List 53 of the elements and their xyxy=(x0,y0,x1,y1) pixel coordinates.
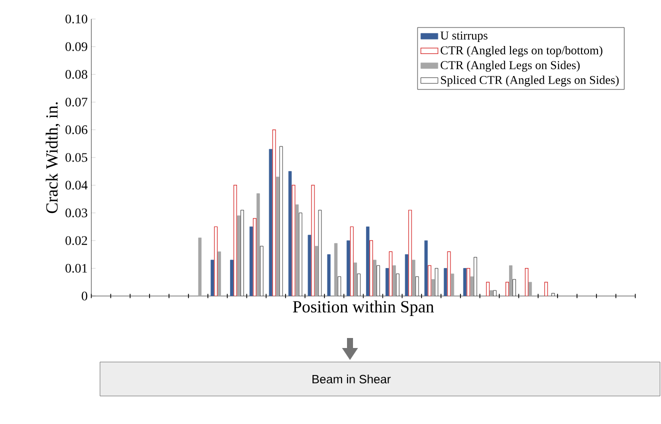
bar xyxy=(408,210,412,296)
bar xyxy=(524,268,528,296)
bar xyxy=(466,268,470,296)
y-tick-label: 0.09 xyxy=(66,42,88,52)
bar xyxy=(334,243,338,296)
bar xyxy=(370,240,374,296)
bar xyxy=(431,279,435,296)
bar xyxy=(506,282,510,296)
y-tick-label: 0.08 xyxy=(66,70,88,79)
y-tick-label: 0.07 xyxy=(66,98,88,107)
bar xyxy=(276,176,280,296)
bar xyxy=(373,260,376,296)
bar xyxy=(486,282,490,296)
bar xyxy=(392,265,396,296)
bar xyxy=(412,260,416,296)
text: Beam in Shear xyxy=(312,374,391,384)
bar xyxy=(528,282,532,296)
legend-label: CTR (Angled Legs on Sides) xyxy=(440,60,580,72)
legend-label: CTR (Angled legs on top/bottom) xyxy=(440,46,602,57)
y-tick-label: 0.01 xyxy=(66,264,87,273)
bar xyxy=(218,251,221,296)
y-tick-label: 0.06 xyxy=(66,125,88,134)
bar xyxy=(233,184,238,296)
bar xyxy=(470,276,474,296)
bar xyxy=(237,215,240,296)
bar xyxy=(350,226,354,296)
bar xyxy=(256,193,260,296)
bar xyxy=(509,265,512,296)
y-tick-label: 0.03 xyxy=(66,208,88,218)
bar xyxy=(292,184,296,296)
bar xyxy=(354,262,357,296)
y-tick-label: 0.10 xyxy=(66,14,88,24)
legend-label: Spliced CTR (Angled Legs on Sides) xyxy=(441,76,619,87)
bar xyxy=(311,184,315,296)
bar xyxy=(295,204,299,296)
bar xyxy=(314,246,318,296)
y-tick-label: 0.02 xyxy=(66,236,88,246)
y-axis-title: Crack Width, in. xyxy=(46,102,60,214)
legend-label: U stirrups xyxy=(440,32,488,42)
bar xyxy=(447,251,451,296)
bar xyxy=(490,290,493,296)
y-tick-label: 0.05 xyxy=(66,153,88,162)
bar xyxy=(544,282,548,296)
bar xyxy=(428,265,432,296)
bar xyxy=(450,274,454,296)
bar xyxy=(388,251,392,296)
y-tick-label: 0 xyxy=(82,292,88,300)
bar xyxy=(252,218,256,296)
x-axis-title: Position within Span xyxy=(292,300,434,316)
bar xyxy=(214,226,218,296)
bar xyxy=(272,130,276,296)
y-tick-label: 0.04 xyxy=(66,180,88,190)
bar xyxy=(198,238,202,296)
